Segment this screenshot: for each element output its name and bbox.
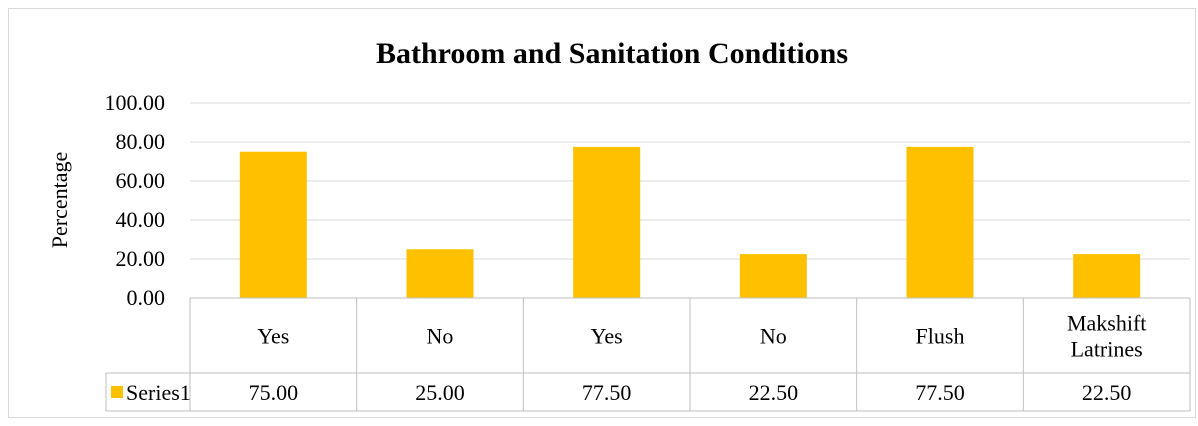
bars [239, 146, 1141, 298]
y-tick-label: 40.00 [116, 207, 166, 232]
x-tick-label: Flush [916, 324, 965, 349]
y-tick-label: 100.00 [105, 90, 166, 115]
bar [906, 146, 974, 298]
bar [739, 254, 807, 298]
chart-frame [8, 8, 1196, 418]
y-tick-label: 20.00 [116, 246, 166, 271]
x-tick-label: Latrines [1071, 337, 1143, 362]
chart-title: Bathroom and Sanitation Conditions [376, 37, 848, 70]
y-tick-label: 60.00 [116, 168, 166, 193]
gridlines [190, 102, 1190, 260]
legend-swatch [111, 386, 123, 398]
bar [1073, 254, 1141, 298]
y-axis-label: Percentage [47, 152, 72, 249]
x-tick-label: No [427, 324, 454, 349]
y-tick-label: 80.00 [116, 129, 166, 154]
x-tick-label: Yes [257, 324, 289, 349]
data-label: 75.00 [249, 380, 299, 405]
data-label: 77.50 [582, 380, 632, 405]
legend-label: Series1 [126, 380, 191, 405]
x-tick-label: No [760, 324, 787, 349]
bar [239, 151, 307, 298]
y-tick-labels: 0.00 20.00 40.00 60.00 80.00 100.00 [105, 90, 166, 310]
y-tick-label: 0.00 [127, 285, 166, 310]
data-label: 77.50 [915, 380, 965, 405]
data-label: 22.50 [749, 380, 799, 405]
x-tick-label: Makshift [1067, 311, 1146, 336]
bar [406, 249, 474, 298]
x-tick-label: Yes [591, 324, 623, 349]
data-label: 25.00 [415, 380, 465, 405]
bar [573, 146, 641, 298]
data-label: 22.50 [1082, 380, 1132, 405]
